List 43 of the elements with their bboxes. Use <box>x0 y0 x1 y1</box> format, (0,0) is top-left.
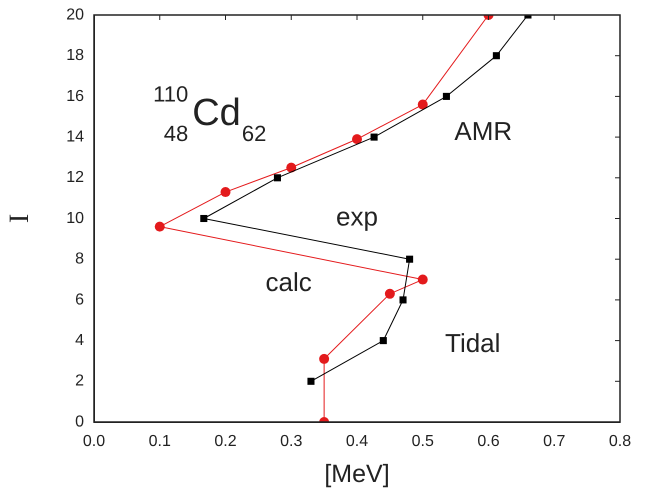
point <box>418 274 428 285</box>
y-axis-title: I <box>4 214 36 224</box>
point <box>442 92 450 100</box>
y-tick-label: 20 <box>66 6 84 24</box>
y-tick-label: 4 <box>75 332 84 350</box>
x-axis-title: [MeV] <box>324 460 390 488</box>
x-tick-label: 0.0 <box>82 433 106 450</box>
point <box>384 288 395 299</box>
point <box>370 134 378 141</box>
x-tick-label: 0.7 <box>543 433 566 450</box>
y-tick-label: 12 <box>66 169 84 186</box>
point <box>380 337 387 344</box>
point <box>220 187 230 198</box>
y-tick-label: 10 <box>66 210 84 227</box>
point <box>286 162 296 173</box>
y-tick-label: 2 <box>75 372 84 390</box>
point <box>319 354 330 364</box>
y-tick-label: 16 <box>66 88 84 105</box>
y-tick-label: 14 <box>66 128 84 146</box>
point <box>274 174 281 182</box>
y-tick-label: 0 <box>75 413 84 430</box>
point <box>418 100 428 110</box>
point <box>492 52 500 60</box>
x-tick-label: 0.4 <box>346 433 368 450</box>
point <box>406 256 414 263</box>
point <box>399 296 407 304</box>
annotation: calc <box>265 266 312 297</box>
annotation: Tidal <box>445 328 500 358</box>
x-tick-label: 0.3 <box>280 433 302 450</box>
point <box>352 134 362 144</box>
x-tick-label: 0.6 <box>477 433 500 450</box>
point <box>154 222 165 232</box>
y-tick-label: 8 <box>75 250 84 268</box>
annotation: exp <box>336 202 378 232</box>
x-tick-label: 0.1 <box>148 433 171 450</box>
x-tick-label: 0.8 <box>608 433 632 450</box>
x-tick-label: 0.2 <box>214 433 237 450</box>
point <box>307 378 315 385</box>
annotation: AMR <box>454 116 512 146</box>
y-tick-label: 18 <box>66 47 84 64</box>
x-tick-label: 0.5 <box>412 433 434 450</box>
point <box>200 214 208 222</box>
y-tick-label: 6 <box>75 291 84 308</box>
